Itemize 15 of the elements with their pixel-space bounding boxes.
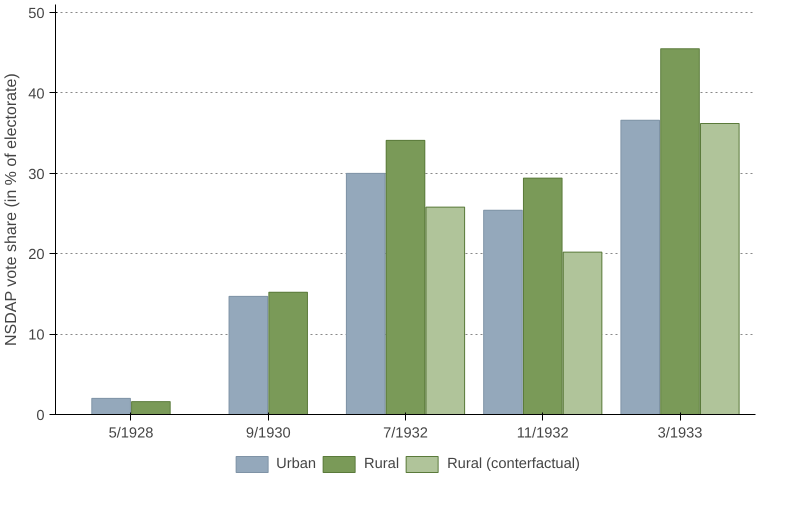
x-tick-label: 5/1928 xyxy=(108,426,154,442)
y-axis-title: NSDAP vote share (in % of electorate) xyxy=(3,73,20,346)
x-tick-label: 11/1932 xyxy=(516,426,569,442)
legend-label: Rural (conterfactual) xyxy=(447,456,580,472)
legend-label: Urban xyxy=(276,456,316,472)
x-tick-label: 9/1930 xyxy=(246,426,291,442)
legend-label: Rural xyxy=(364,456,400,472)
y-tick-label: 50 xyxy=(28,6,45,22)
y-tick-label: 10 xyxy=(28,328,45,344)
x-tick-label: 3/1933 xyxy=(658,426,702,442)
y-tick-label: 30 xyxy=(28,166,45,183)
x-tick-label: 7/1932 xyxy=(383,426,428,442)
y-tick-label: 40 xyxy=(28,86,45,102)
y-tick-label: 20 xyxy=(28,247,45,264)
y-tick-label: 0 xyxy=(36,408,45,424)
